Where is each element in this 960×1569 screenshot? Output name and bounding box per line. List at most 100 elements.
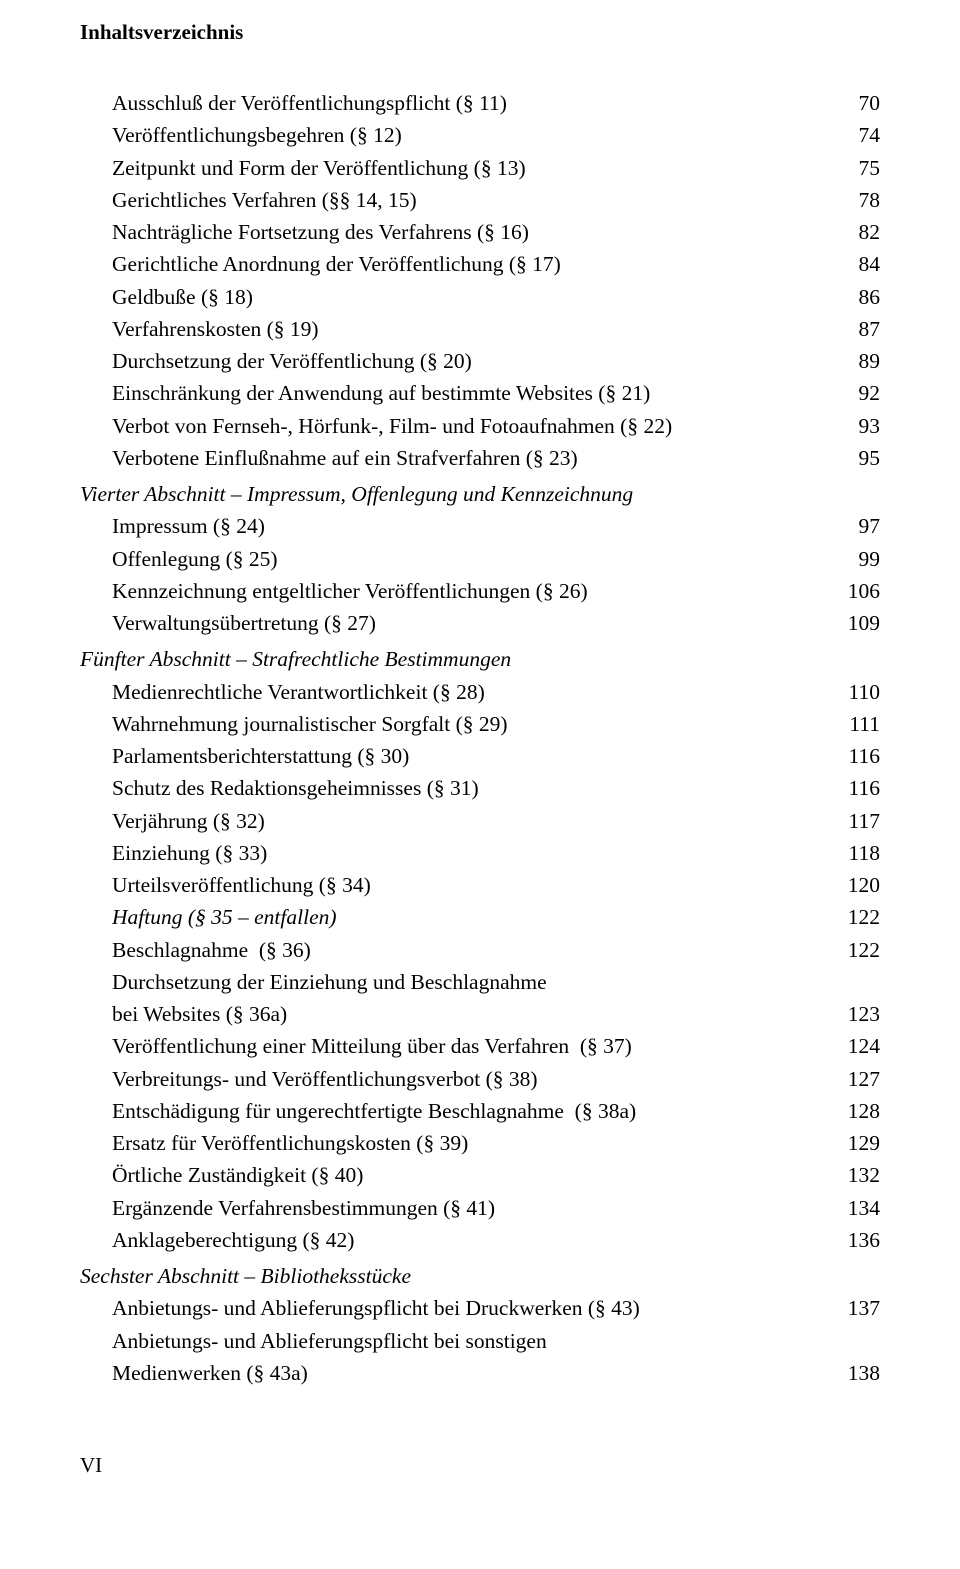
toc-entry-label: Urteilsveröffentlichung (§ 34) [112, 869, 371, 901]
toc-entry: Geldbuße (§ 18)86 [80, 281, 880, 313]
toc-entry-label: Verbot von Fernseh-, Hörfunk-, Film- und… [112, 410, 672, 442]
toc-entry-label: Verjährung (§ 32) [112, 805, 265, 837]
page: Inhaltsverzeichnis Ausschluß der Veröffe… [0, 0, 960, 1518]
toc-entry-page: 116 [834, 740, 880, 772]
toc-entry-page: 117 [834, 805, 880, 837]
toc-entry-label: Entschädigung für ungerechtfertigte Besc… [112, 1095, 636, 1127]
toc-entry-page: 137 [834, 1292, 880, 1324]
toc-entry: Entschädigung für ungerechtfertigte Besc… [80, 1095, 880, 1127]
toc-entry-page: 82 [834, 216, 880, 248]
toc-entry-label: Verfahrenskosten (§ 19) [112, 313, 319, 345]
toc-entry: Gerichtliche Anordnung der Veröffentlich… [80, 248, 880, 280]
toc-entry: Gerichtliches Verfahren (§§ 14, 15) 78 [80, 184, 880, 216]
toc-entry-page: 78 [834, 184, 880, 216]
toc-entry-page: 127 [834, 1063, 880, 1095]
toc-entry-label: Offenlegung (§ 25) [112, 543, 278, 575]
toc-entry-page: 92 [834, 377, 880, 409]
toc-entry-page: 99 [834, 543, 880, 575]
toc-entry-label: Veröffentlichungsbegehren (§ 12) [112, 119, 402, 151]
toc-entry: Durchsetzung der Veröffentlichung (§ 20)… [80, 345, 880, 377]
toc-entry: Verjährung (§ 32) 117 [80, 805, 880, 837]
section-heading: Vierter Abschnitt – Impressum, Offenlegu… [80, 478, 880, 510]
toc-entry: Einziehung (§ 33) 118 [80, 837, 880, 869]
toc-entry-page: 134 [834, 1192, 880, 1224]
toc-entry: Örtliche Zuständigkeit (§ 40)132 [80, 1159, 880, 1191]
toc-entry-page: 118 [834, 837, 880, 869]
toc-entry-label: bei Websites (§ 36a) [112, 998, 287, 1030]
toc-entry: Einschränkung der Anwendung auf bestimmt… [80, 377, 880, 409]
toc-entry: Anbietungs- und Ablieferungspflicht bei … [80, 1292, 880, 1324]
toc-entry-page: 136 [834, 1224, 880, 1256]
toc-entry-page: 75 [834, 152, 880, 184]
toc-entry-label: Durchsetzung der Veröffentlichung (§ 20) [112, 345, 472, 377]
toc-entry-label: Anklageberechtigung (§ 42) [112, 1224, 354, 1256]
toc-entry: Beschlagnahme (§ 36)122 [80, 934, 880, 966]
toc-entry-label: Veröffentlichung einer Mitteilung über d… [112, 1030, 632, 1062]
toc-entry-page: 116 [834, 772, 880, 804]
toc-entry-page: 128 [834, 1095, 880, 1127]
toc-entry-page: 123 [834, 998, 880, 1030]
toc-entry: Offenlegung (§ 25) 99 [80, 543, 880, 575]
toc-entry-line1: Anbietungs- und Ablieferungspflicht bei … [80, 1325, 880, 1357]
section-heading: Sechster Abschnitt – Bibliotheksstücke [80, 1260, 880, 1292]
toc-entry-page: 87 [834, 313, 880, 345]
toc-entry-label: Medienwerken (§ 43a) [112, 1357, 308, 1389]
folio-page-number: VI [80, 1453, 880, 1478]
toc-entry: Ausschluß der Veröffentlichungspflicht (… [80, 87, 880, 119]
toc-entry: Verbreitungs- und Veröffentlichungsverbo… [80, 1063, 880, 1095]
toc-entry-page: 74 [834, 119, 880, 151]
toc-entry-label: Kennzeichnung entgeltlicher Veröffentlic… [112, 575, 588, 607]
toc-entry: Wahrnehmung journalistischer Sorgfalt (§… [80, 708, 880, 740]
toc-entry-label: Schutz des Redaktionsgeheimnisses (§ 31) [112, 772, 479, 804]
toc-entry-page: 120 [834, 869, 880, 901]
toc-entry-page: 106 [834, 575, 880, 607]
toc-entry: Zeitpunkt und Form der Veröffentlichung … [80, 152, 880, 184]
toc-entry-page: 124 [834, 1030, 880, 1062]
toc-entry-page: 138 [834, 1357, 880, 1389]
toc-entry: bei Websites (§ 36a) 123 [80, 998, 880, 1030]
toc-entry-label: Ausschluß der Veröffentlichungspflicht (… [112, 87, 507, 119]
toc-entry-page: 89 [834, 345, 880, 377]
toc-entry-line1: Durchsetzung der Einziehung und Beschlag… [80, 966, 880, 998]
toc-entry-label: Ergänzende Verfahrensbestimmungen (§ 41) [112, 1192, 495, 1224]
toc-entry-label: Verbotene Einflußnahme auf ein Strafverf… [112, 442, 578, 474]
toc-entry-label: Nachträgliche Fortsetzung des Verfahrens… [112, 216, 529, 248]
toc-entry-page: 111 [834, 708, 880, 740]
toc-entry-page: 122 [834, 901, 880, 933]
toc-entry: Veröffentlichung einer Mitteilung über d… [80, 1030, 880, 1062]
toc-entry: Nachträgliche Fortsetzung des Verfahrens… [80, 216, 880, 248]
toc-entry: Schutz des Redaktionsgeheimnisses (§ 31)… [80, 772, 880, 804]
toc-entry-page: 84 [834, 248, 880, 280]
toc-entry-label: Zeitpunkt und Form der Veröffentlichung … [112, 152, 526, 184]
toc-entry: Verwaltungsübertretung (§ 27) 109 [80, 607, 880, 639]
section-heading: Fünfter Abschnitt – Strafrechtliche Best… [80, 643, 880, 675]
toc-entry-page: 95 [834, 442, 880, 474]
toc-entry-page: 122 [834, 934, 880, 966]
toc-entry-label: Impressum (§ 24) [112, 510, 265, 542]
toc-entry-label: Anbietungs- und Ablieferungspflicht bei … [112, 1292, 640, 1324]
table-of-contents: Ausschluß der Veröffentlichungspflicht (… [80, 87, 880, 1389]
toc-entry: Medienrechtliche Verantwortlichkeit (§ 2… [80, 676, 880, 708]
toc-entry-label: Ersatz für Veröffentlichungskosten (§ 39… [112, 1127, 468, 1159]
toc-entry-label: Einschränkung der Anwendung auf bestimmt… [112, 377, 650, 409]
toc-entry-label: Geldbuße (§ 18) [112, 281, 253, 313]
running-head: Inhaltsverzeichnis [80, 20, 880, 45]
toc-entry-label: Medienrechtliche Verantwortlichkeit (§ 2… [112, 676, 485, 708]
toc-entry-page: 109 [834, 607, 880, 639]
toc-entry: Urteilsveröffentlichung (§ 34) 120 [80, 869, 880, 901]
toc-entry-label: Gerichtliches Verfahren (§§ 14, 15) [112, 184, 417, 216]
toc-entry-label: Parlamentsberichterstattung (§ 30) [112, 740, 409, 772]
toc-entry-label: Örtliche Zuständigkeit (§ 40) [112, 1159, 363, 1191]
toc-entry: Medienwerken (§ 43a) 138 [80, 1357, 880, 1389]
toc-entry: Verbotene Einflußnahme auf ein Strafverf… [80, 442, 880, 474]
toc-entry-page: 110 [834, 676, 880, 708]
toc-entry: Ergänzende Verfahrensbestimmungen (§ 41)… [80, 1192, 880, 1224]
toc-entry: Impressum (§ 24)97 [80, 510, 880, 542]
toc-entry-label: Einziehung (§ 33) [112, 837, 267, 869]
toc-entry-label: Wahrnehmung journalistischer Sorgfalt (§… [112, 708, 508, 740]
toc-entry: Kennzeichnung entgeltlicher Veröffentlic… [80, 575, 880, 607]
toc-entry-page: 129 [834, 1127, 880, 1159]
toc-entry: Anklageberechtigung (§ 42) 136 [80, 1224, 880, 1256]
toc-entry-label: Verbreitungs- und Veröffentlichungsverbo… [112, 1063, 538, 1095]
toc-entry-label: Verwaltungsübertretung (§ 27) [112, 607, 376, 639]
